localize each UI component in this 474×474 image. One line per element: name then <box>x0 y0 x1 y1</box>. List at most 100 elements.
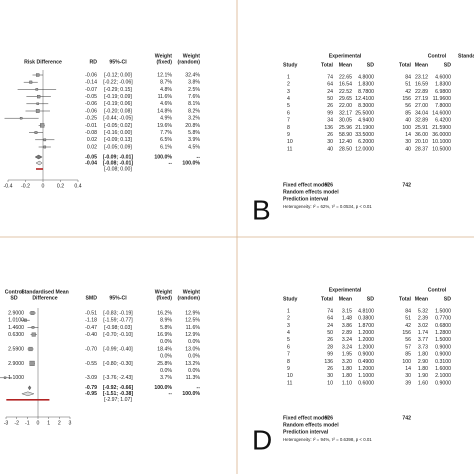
cell: 11 <box>287 380 292 386</box>
cell: 64 <box>327 82 333 88</box>
header: RD <box>90 59 98 65</box>
cell: 7.7% <box>160 130 172 136</box>
header: SD <box>444 296 451 302</box>
cell: 6.2000 <box>358 139 374 145</box>
cell: [-2.97; 1.07] <box>104 397 132 403</box>
effect-marker <box>31 326 35 329</box>
cell: 14.6000 <box>432 110 451 116</box>
cell: 26 <box>327 103 333 109</box>
cell: 99 <box>327 352 333 358</box>
cell: 7 <box>287 352 290 358</box>
cell: 57 <box>405 344 411 350</box>
cell: 626 <box>324 415 333 421</box>
cell: 56 <box>405 337 411 343</box>
cell: 100.0% <box>154 385 172 391</box>
header: Standardised Mean <box>458 53 474 59</box>
cell: 4.9400 <box>358 118 374 124</box>
header: SD <box>367 296 374 302</box>
cell: 26 <box>327 337 333 343</box>
cell: 3.20 <box>342 359 352 365</box>
effect-marker <box>40 123 45 128</box>
cell: 28.50 <box>339 146 352 152</box>
cell: 5.8% <box>188 130 200 136</box>
cell: 0.0% <box>160 368 172 374</box>
header: Experimental <box>329 53 362 59</box>
header: 95%-CI <box>109 59 127 65</box>
cell: 30.05 <box>339 118 352 124</box>
cell: -- <box>169 160 173 166</box>
cell: 19.6% <box>157 123 172 129</box>
cell: 51 <box>405 82 411 88</box>
cell: -0.55 <box>85 361 97 367</box>
cell: -0.14 <box>85 80 97 86</box>
cell: [-0.98; 0.03] <box>104 325 132 331</box>
cell: -0.05 <box>85 94 97 100</box>
cell: 40 <box>405 118 411 124</box>
cell: 84 <box>405 74 411 80</box>
summary-diamond <box>35 160 43 166</box>
cell: -0.08 <box>85 130 97 136</box>
cell: 16.59 <box>415 82 428 88</box>
cell: 10 <box>287 373 293 379</box>
cell: 42 <box>405 89 411 95</box>
cell: 28 <box>327 344 333 350</box>
header: Control <box>428 53 447 59</box>
x-tick-label: 0.2 <box>57 183 64 189</box>
cell: 56 <box>405 103 411 109</box>
cell: 64 <box>327 316 333 322</box>
cell: 6.5% <box>160 137 172 143</box>
cell: 3.9% <box>188 137 200 143</box>
cell: 156 <box>402 330 411 336</box>
cell: 25.5000 <box>355 110 374 116</box>
cell: 8 <box>287 359 290 365</box>
cell: 16.54 <box>339 82 352 88</box>
effect-marker <box>43 138 47 142</box>
summary-label: Prediction interval <box>283 196 329 202</box>
cell: -0.47 <box>85 325 97 331</box>
cell: 1.80 <box>418 366 428 372</box>
cell: 34.04 <box>415 110 428 116</box>
cell: 99 <box>327 110 333 116</box>
cell: [-0.29; 0.15] <box>104 87 132 93</box>
cell: [-0.12; 0.00] <box>104 72 132 78</box>
cell: 2.5900 <box>8 346 24 352</box>
cell: 74 <box>327 308 333 314</box>
cell: 1.80 <box>342 366 352 372</box>
cell: 0.02 <box>87 144 97 150</box>
cell: 16.2% <box>157 310 172 316</box>
cell: 26 <box>327 132 333 138</box>
cell: 12.0000 <box>355 146 374 152</box>
cell: 7.6% <box>188 94 200 100</box>
prediction-interval <box>36 168 43 170</box>
cell: [-0.44; -0.05] <box>103 116 133 122</box>
header: Mean <box>415 296 428 302</box>
heterogeneity: Heterogeneity: I² = 94%, τ² = 0.6398, p … <box>283 437 372 442</box>
cell: 32.89 <box>415 118 428 124</box>
cell: 1.10 <box>342 380 352 386</box>
effect-marker <box>36 102 39 105</box>
cell: 10.5000 <box>432 146 451 152</box>
cell: -0.40 <box>85 332 97 338</box>
summary-label: Fixed effect model <box>283 182 329 188</box>
x-tick-label: 2 <box>58 420 61 426</box>
cell: 74 <box>327 74 333 80</box>
cell: 5.8% <box>160 325 172 331</box>
x-tick-label: -2 <box>14 420 19 426</box>
cell: 12.40 <box>339 139 352 145</box>
cell: 11.6% <box>186 325 201 331</box>
cell: 1.74 <box>418 330 428 336</box>
cell: 1 <box>287 308 290 314</box>
cell: 24 <box>327 89 333 95</box>
cell: [-0.19; 0.06] <box>104 101 132 107</box>
cell: 3.15 <box>342 308 352 314</box>
cell: 14 <box>405 132 411 138</box>
x-tick-label: -0.2 <box>21 183 30 189</box>
x-tick-label: 3 <box>69 420 72 426</box>
cell: 13.2% <box>185 361 200 367</box>
cell: [-0.70; -0.10] <box>103 332 133 338</box>
cell: 33.5000 <box>355 132 374 138</box>
cell: 8.7% <box>160 80 172 86</box>
cell: 11.9600 <box>433 96 451 102</box>
effect-marker <box>31 332 36 337</box>
cell: -1.18 <box>85 318 97 324</box>
